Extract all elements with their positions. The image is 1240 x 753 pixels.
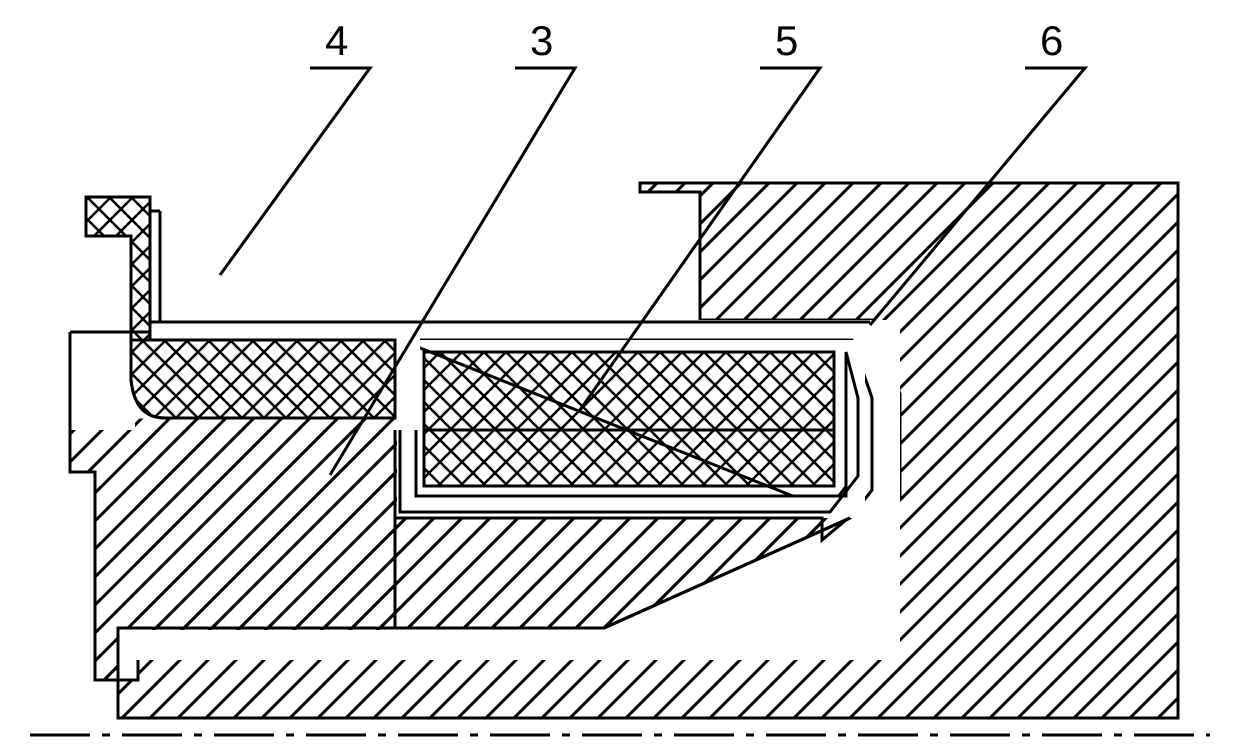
label-3: 3 xyxy=(530,17,553,64)
insert-crosshatch xyxy=(424,352,834,486)
diagram-container: 4 3 5 6 xyxy=(0,0,1240,753)
cross-section-svg: 4 3 5 6 xyxy=(0,0,1240,753)
label-6: 6 xyxy=(1040,17,1063,64)
L-horizontal-bar xyxy=(131,340,395,418)
label-5: 5 xyxy=(775,17,798,64)
label-4: 4 xyxy=(325,17,348,64)
